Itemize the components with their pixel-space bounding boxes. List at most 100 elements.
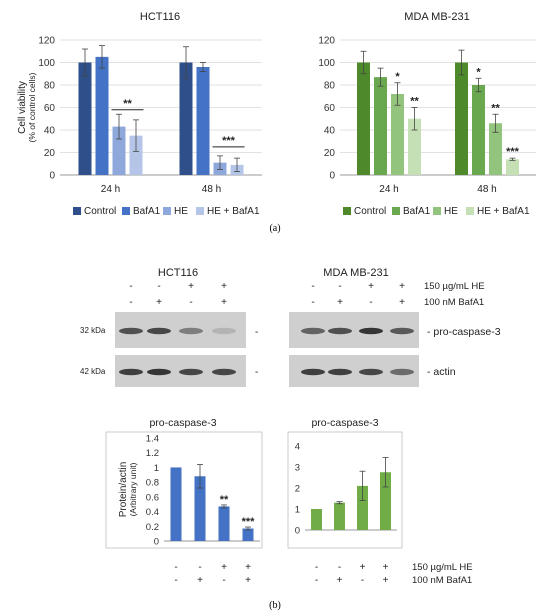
y-tick-label: 1.2 — [146, 448, 159, 459]
bar — [472, 85, 485, 175]
chart-b-mda-mb-231: pro-caspase-3 0 1 2 3 4 — [287, 417, 403, 549]
significance-label: *** — [242, 516, 256, 528]
y-tick-label: 80 — [324, 81, 336, 92]
y-axis-label: Protein/actin — [118, 462, 129, 518]
chart-b-hct116: pro-caspase-3 0 0.2 0.4 0.6 0.8 1 1.2 1.4 Protein… — [105, 417, 263, 549]
marker-label: 42 kDa — [80, 367, 106, 376]
bar — [129, 135, 143, 175]
significance-label: ** — [410, 96, 419, 108]
y-tick-label: 1 — [295, 505, 300, 516]
blot-band — [359, 327, 383, 335]
treatment-sign: + — [383, 575, 389, 586]
legend-label: HE + BafA1 — [477, 206, 530, 217]
treatment-sign: - — [338, 562, 341, 573]
treatment-sign: - — [311, 297, 314, 308]
treatment-signs-bottom: - - + + - + - + - - + + - + - +150 µg/mL HE 100 nM BafA1 — [174, 562, 472, 586]
panel-label-a: (a) — [269, 223, 280, 234]
legend-swatch — [196, 207, 204, 215]
y-axis-label-sub: (Arbitrary unit) — [128, 462, 138, 516]
bar — [218, 506, 230, 541]
bar — [194, 476, 206, 541]
chart-title: MDA MB-231 — [404, 11, 469, 23]
treatment-row-label: 100 nM BafA1 — [412, 575, 472, 586]
bar — [196, 67, 210, 175]
treatment-row-label: 150 µg/mL HE — [424, 281, 485, 292]
treatment-sign: - — [129, 281, 132, 292]
treatment-row-label: 100 nM BafA1 — [424, 297, 484, 308]
y-tick-label: 100 — [38, 58, 55, 69]
bar — [374, 77, 387, 175]
chart-title: HCT116 — [140, 11, 180, 23]
treatment-sign: - — [361, 575, 364, 586]
bar — [506, 159, 519, 175]
y-tick-label: 1 — [154, 463, 159, 474]
panel-label-b: (b) — [269, 600, 281, 611]
y-tick-label: 1.4 — [146, 434, 159, 445]
x-tick-label: 48 h — [477, 184, 496, 195]
legend-label: Control — [354, 206, 386, 217]
y-tick-label: 60 — [324, 103, 336, 114]
bar — [112, 126, 126, 175]
treatment-sign: + — [221, 297, 227, 308]
y-tick-label: 40 — [44, 126, 56, 137]
treatment-sign: + — [221, 562, 227, 573]
bar — [311, 509, 322, 530]
blot-band — [119, 368, 143, 376]
y-tick-label: 20 — [324, 148, 336, 159]
x-tick-label: 24 h — [101, 184, 120, 195]
bar — [170, 467, 182, 541]
blot-band — [390, 327, 414, 335]
significance-label: ** — [123, 98, 132, 110]
y-tick-label: 80 — [44, 81, 56, 92]
legend-swatch — [343, 207, 351, 215]
y-tick-label: 60 — [44, 103, 56, 114]
chart-frame — [287, 431, 403, 549]
significance-label: * — [395, 71, 400, 83]
treatment-sign: - — [198, 562, 201, 573]
treatment-sign: + — [188, 281, 194, 292]
y-tick-label: 2 — [295, 484, 300, 495]
treatment-sign: - — [369, 297, 372, 308]
y-tick-label: 4 — [295, 442, 300, 453]
bar — [380, 472, 391, 530]
chart-title: pro-caspase-3 — [311, 417, 378, 429]
treatment-sign: + — [399, 297, 405, 308]
y-tick-label: 0.6 — [146, 492, 159, 503]
y-tick-label: 0 — [329, 171, 335, 182]
cell-line-label: HCT116 — [158, 267, 198, 279]
significance-label: ** — [491, 102, 500, 114]
marker-label: 32 kDa — [80, 326, 106, 335]
legend-label: HE — [444, 206, 458, 217]
treatment-sign: + — [156, 297, 162, 308]
y-axis-label-sub: (% of control cells) — [27, 72, 37, 142]
x-tick-label: 24 h — [379, 184, 398, 195]
y-tick-label: 0.8 — [146, 478, 159, 489]
western-blot: HCT116 MDA MB-231- - + +- + - +- - + +- + - +150 µg/m… — [80, 267, 501, 387]
blot-band — [212, 327, 236, 335]
treatment-sign: - — [174, 562, 177, 573]
treatment-sign: + — [245, 575, 251, 586]
protein-label: - pro-caspase-3 — [427, 326, 501, 338]
legend-swatch — [392, 207, 400, 215]
significance-label: ** — [220, 494, 229, 506]
bar — [95, 56, 109, 175]
blot-band — [179, 368, 203, 376]
treatment-sign: - — [129, 297, 132, 308]
significance-label: *** — [222, 135, 236, 147]
treatment-sign: - — [315, 562, 318, 573]
treatment-sign: - — [311, 281, 314, 292]
y-tick-label: 3 — [295, 463, 300, 474]
legend-swatch — [163, 207, 171, 215]
bar — [357, 62, 370, 175]
treatment-sign: + — [368, 281, 374, 292]
protein-label: - actin — [427, 366, 456, 378]
blot-band — [147, 368, 171, 376]
y-tick-label: 100 — [318, 58, 335, 69]
y-tick-label: 120 — [38, 36, 55, 47]
treatment-sign: + — [337, 575, 343, 586]
bar — [455, 62, 468, 175]
marker-tick: - — [255, 367, 258, 378]
y-tick-label: 40 — [324, 126, 336, 137]
treatment-sign: + — [197, 575, 203, 586]
